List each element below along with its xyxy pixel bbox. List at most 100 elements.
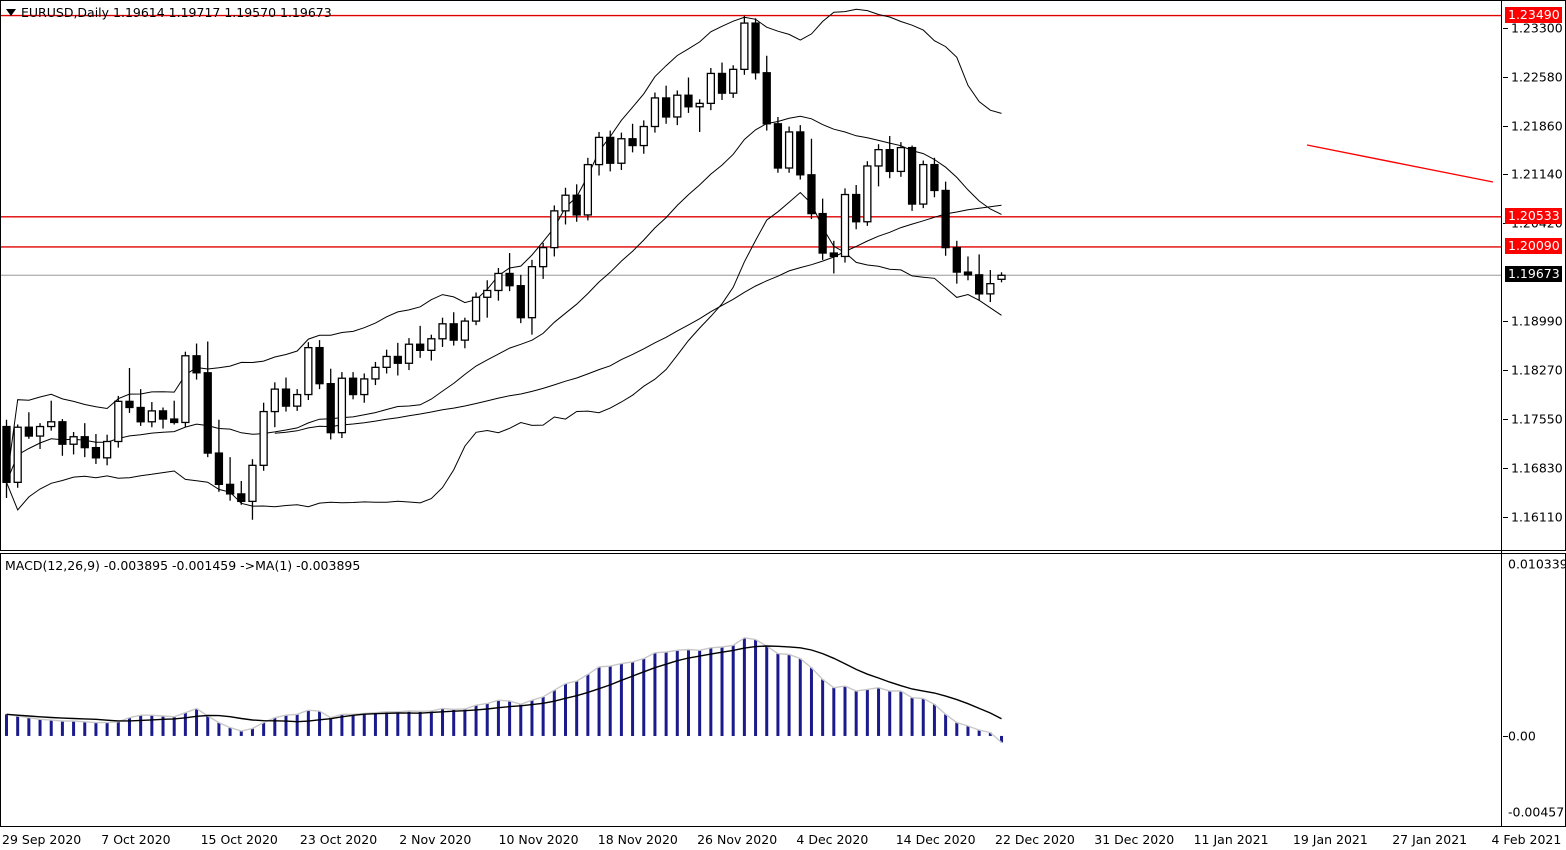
candle-body-bullish xyxy=(494,272,503,292)
candle-body-bearish xyxy=(941,189,950,249)
candle-body-bearish xyxy=(829,252,838,258)
price-axis-tick xyxy=(1503,223,1508,225)
candle-body-bullish xyxy=(293,393,302,407)
candle-body-bullish xyxy=(270,388,279,413)
current-price-badge[interactable]: 1.19673 xyxy=(1505,266,1562,283)
candle-body-bearish xyxy=(975,274,984,295)
candle-body-bearish xyxy=(225,483,235,495)
price-axis-label: 1.21140 xyxy=(1511,166,1563,182)
candle-body-bearish xyxy=(170,418,179,424)
candle-body-bullish xyxy=(382,355,391,368)
date-axis-label: 7 Oct 2020 xyxy=(101,832,171,847)
bollinger-lower-band xyxy=(6,191,1002,511)
candle-body-bearish xyxy=(315,346,324,385)
candle-body-bullish xyxy=(471,296,481,322)
date-axis-label: 10 Nov 2020 xyxy=(498,832,579,847)
candle-body-bullish xyxy=(874,148,883,167)
candle-body-bearish xyxy=(505,272,514,287)
candle-body-bullish xyxy=(337,377,347,434)
candle-body-bullish xyxy=(102,440,112,459)
candle-body-bullish xyxy=(304,346,313,396)
candle-body-bearish xyxy=(661,97,671,118)
candle-body-bullish xyxy=(114,400,123,443)
candle-body-bearish xyxy=(2,425,11,483)
candle-body-bearish xyxy=(348,377,358,396)
red-trendline[interactable] xyxy=(1306,144,1494,183)
moving-average-line xyxy=(274,204,1002,434)
candle-body-bearish xyxy=(192,355,201,374)
candle-body-bearish xyxy=(606,136,615,164)
price-axis-tick xyxy=(1503,418,1508,420)
macd-axis-tick xyxy=(1503,735,1508,737)
date-axis-label: 11 Jan 2021 xyxy=(1193,832,1269,847)
candle-body-bullish xyxy=(561,194,570,212)
macd-pane-header: MACD(12,26,9) -0.003895 -0.001459 ->MA(1… xyxy=(5,558,361,573)
candle-body-bearish xyxy=(24,426,34,437)
macd-histogram xyxy=(5,637,1004,743)
macd-indicator-pane[interactable] xyxy=(0,553,1566,827)
candle-body-bullish xyxy=(650,97,660,128)
candle-body-bullish xyxy=(259,410,268,466)
candle-body-bullish xyxy=(438,323,447,340)
candle-body-bearish xyxy=(762,72,771,125)
candle-body-bearish xyxy=(751,22,760,74)
candle-body-bullish xyxy=(706,72,715,105)
price-axis-label: 1.22580 xyxy=(1511,69,1563,85)
candle-body-bullish xyxy=(729,68,738,94)
candle-body-bullish xyxy=(13,426,22,483)
candle-body-bearish xyxy=(952,246,961,273)
price-level-badge[interactable]: 1.20533 xyxy=(1505,207,1562,224)
price-chart-pane[interactable] xyxy=(0,0,1566,551)
price-axis-tick xyxy=(1503,76,1508,78)
date-axis-label: 18 Nov 2020 xyxy=(597,832,678,847)
candle-body-bearish xyxy=(393,355,402,364)
price-axis-tick xyxy=(1503,516,1508,518)
candle-body-bearish xyxy=(717,72,727,94)
candle-body-bearish xyxy=(237,493,246,503)
candle-body-bearish xyxy=(885,148,894,173)
bollinger-middle-band xyxy=(6,115,1002,483)
price-axis-label: 1.18990 xyxy=(1511,313,1563,329)
candle-body-bullish xyxy=(371,366,380,380)
triangle-down-icon[interactable] xyxy=(6,9,16,16)
candle-body-bullish xyxy=(550,210,559,249)
candle-body-bullish xyxy=(840,193,850,258)
candle-body-bullish xyxy=(360,378,369,396)
date-axis-label: 23 Oct 2020 xyxy=(299,832,378,847)
date-axis-label: 29 Sep 2020 xyxy=(2,832,82,847)
axis-separator xyxy=(1501,0,1502,827)
candle-body-bullish xyxy=(639,125,648,147)
macd-axis-label: -0.004573 xyxy=(1508,804,1566,820)
candle-body-bearish xyxy=(684,94,693,108)
price-axis-tick xyxy=(1503,125,1508,127)
date-axis-label: 19 Jan 2021 xyxy=(1292,832,1368,847)
date-axis-label: 14 Dec 2020 xyxy=(895,832,976,847)
macd-line xyxy=(6,637,1002,743)
candle-body-bearish xyxy=(203,372,212,454)
price-axis-label: 1.16110 xyxy=(1511,509,1563,525)
candle-body-bullish xyxy=(538,246,548,268)
candle-body-bullish xyxy=(483,289,492,298)
candle-body-bullish xyxy=(35,425,45,437)
candle-body-bearish xyxy=(449,323,458,341)
price-axis-tick xyxy=(1503,27,1508,29)
candle-body-bearish xyxy=(907,146,917,205)
candle-body-bullish xyxy=(583,163,593,216)
price-level-badge[interactable]: 1.20090 xyxy=(1505,237,1562,254)
price-axis-label: 1.17550 xyxy=(1511,411,1563,427)
date-axis-label: 22 Dec 2020 xyxy=(995,832,1075,847)
candle-body-bullish xyxy=(427,338,436,351)
price-level-badge[interactable]: 1.23490 xyxy=(1505,6,1562,23)
date-axis-label: 4 Dec 2020 xyxy=(796,832,869,847)
candle-body-bearish xyxy=(58,421,67,445)
candle-body-bullish xyxy=(404,343,414,364)
date-axis-label: 27 Jan 2021 xyxy=(1392,832,1468,847)
candle-body-bullish xyxy=(147,410,156,423)
candle-body-bullish xyxy=(863,165,872,223)
date-axis-label: 26 Nov 2020 xyxy=(697,832,778,847)
candle-body-bullish xyxy=(997,274,1006,280)
candle-body-bullish xyxy=(986,283,995,295)
price-chart-svg xyxy=(1,8,1501,520)
candle-body-bearish xyxy=(516,285,525,319)
